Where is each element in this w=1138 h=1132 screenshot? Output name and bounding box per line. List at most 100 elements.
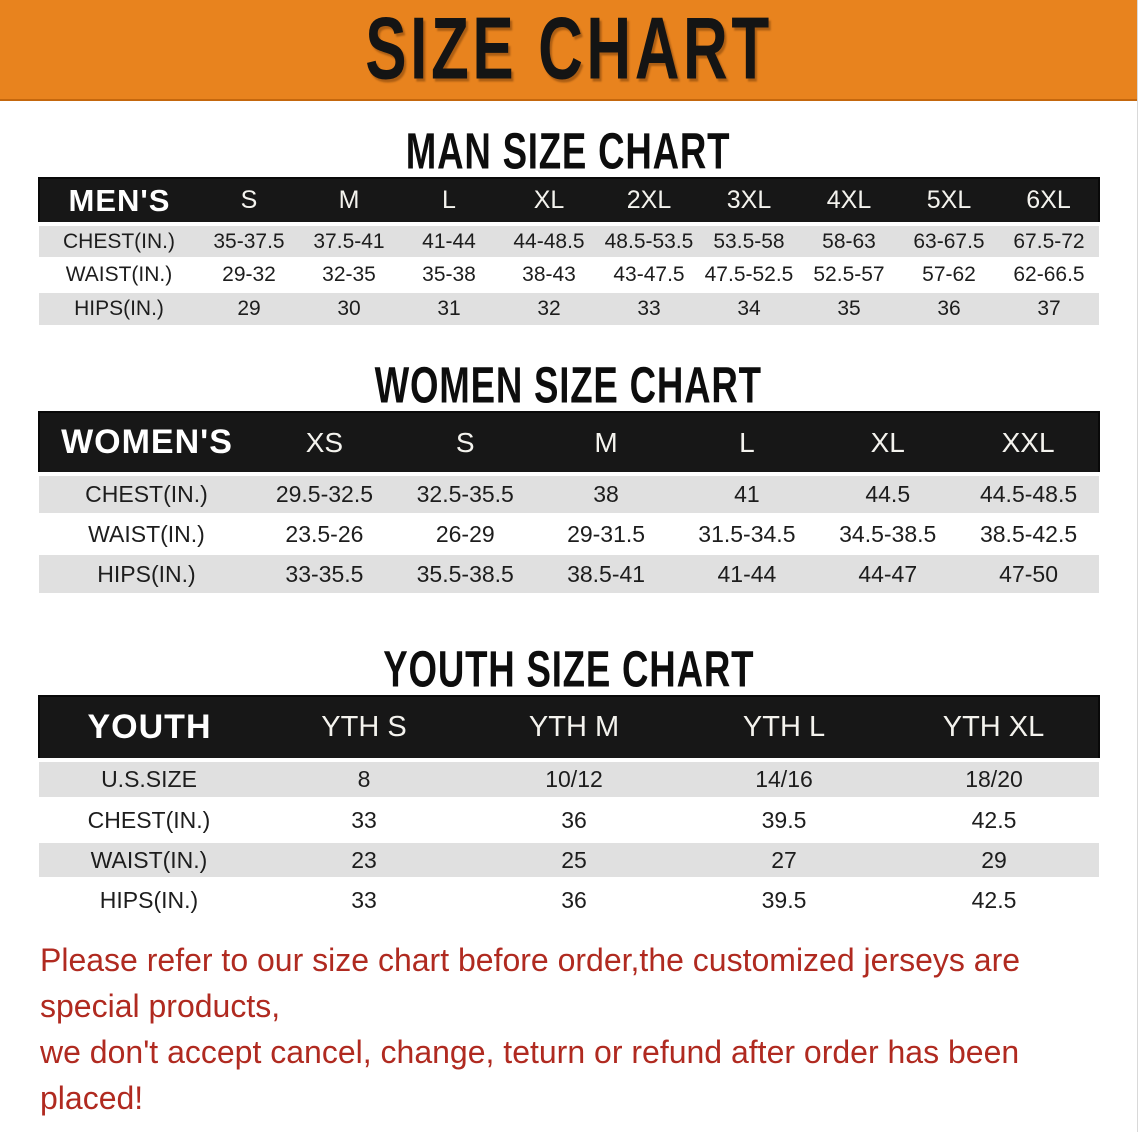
- banner: SIZE CHART: [0, 0, 1137, 101]
- size-value: 32.5-35.5: [416, 481, 514, 507]
- size-column-header: YTH M: [469, 696, 679, 760]
- size-column-header: YTH S: [259, 696, 469, 760]
- size-value: 26-29: [435, 520, 495, 547]
- size-value: 36: [561, 806, 587, 833]
- size-column-header: 5XL: [899, 178, 999, 224]
- table-header-row: WOMEN'S XS S M L XL XXL: [39, 412, 1099, 474]
- size-value: 34.5-38.5: [839, 520, 937, 547]
- banner-title: SIZE CHART: [364, 0, 773, 98]
- size-value: 32-35: [322, 263, 376, 286]
- size-column-header: XL: [499, 178, 599, 224]
- size-value: 62-66.5: [1013, 263, 1085, 286]
- table-row: WAIST(IN.) 29-32 32-35 35-38 38-43 43-47.5 47.…: [39, 258, 1099, 292]
- row-label: U.S.SIZE: [101, 766, 197, 792]
- size-value: 57-62: [922, 263, 976, 286]
- table-row: HIPS(IN.) 29 30 31 32 33 34 35 36 37: [39, 292, 1099, 326]
- size-value: 38: [593, 481, 619, 507]
- size-value: 41-44: [717, 560, 777, 587]
- size-value: 33-35.5: [285, 560, 364, 587]
- size-value: 8: [357, 766, 371, 792]
- row-label: WAIST(IN.): [90, 846, 208, 873]
- size-value: 33: [637, 297, 661, 320]
- size-value: 31.5-34.5: [698, 520, 796, 547]
- size-value: 43-47.5: [613, 263, 685, 286]
- row-label: WAIST(IN.): [88, 520, 205, 547]
- heading-youth-size-chart-text: YOUTH SIZE CHART: [383, 639, 754, 698]
- size-value: 31: [437, 297, 461, 320]
- row-label: WAIST(IN.): [65, 263, 173, 286]
- disclaimer-line-1: Please refer to our size chart before or…: [40, 942, 1021, 1024]
- size-column-header: YTH XL: [889, 696, 1099, 760]
- size-value: 29: [237, 297, 261, 320]
- size-value: 35-37.5: [213, 229, 285, 253]
- size-value: 32: [537, 297, 561, 320]
- table-category-header: WOMEN'S: [39, 412, 254, 474]
- row-label: HIPS(IN.): [97, 560, 196, 587]
- size-value: 41: [734, 481, 760, 507]
- size-column-header: YTH L: [679, 696, 889, 760]
- size-value: 35-38: [422, 263, 476, 286]
- size-value: 33: [351, 806, 377, 833]
- size-value: 23: [351, 846, 377, 873]
- size-column-header: XXL: [958, 412, 1099, 474]
- size-value: 14/16: [755, 766, 813, 792]
- row-label: HIPS(IN.): [99, 886, 199, 913]
- size-value: 36: [561, 886, 587, 913]
- size-value: 44-48.5: [513, 229, 585, 253]
- size-value: 63-67.5: [913, 229, 985, 253]
- disclaimer-line-2: we don't accept cancel, change, teturn o…: [40, 1034, 1020, 1116]
- table-row: HIPS(IN.) 33 36 39.5 42.5: [39, 880, 1099, 920]
- heading-women-size-chart-text: WOMEN SIZE CHART: [374, 355, 763, 414]
- table-row: U.S.SIZE 8 10/12 14/16 18/20: [39, 760, 1099, 800]
- size-value: 37.5-41: [313, 229, 385, 253]
- size-value: 36: [937, 297, 961, 320]
- size-value: 29: [981, 846, 1007, 873]
- heading-man-size-chart: MAN SIZE CHART: [0, 121, 1137, 180]
- disclaimer-text: Please refer to our size chart before or…: [40, 937, 1097, 1121]
- women-size-table: WOMEN'S XS S M L XL XXL CHEST(IN.) 29.5-32.5 32.5…: [38, 411, 1100, 595]
- size-value: 38-43: [522, 263, 576, 286]
- size-value: 35: [837, 297, 861, 320]
- size-value: 30: [337, 297, 361, 320]
- size-value: 44.5-48.5: [979, 481, 1078, 507]
- size-value: 35.5-38.5: [416, 560, 514, 587]
- row-label: CHEST(IN.): [85, 481, 208, 507]
- size-value: 52.5-57: [813, 263, 885, 286]
- size-value: 47.5-52.5: [704, 263, 794, 286]
- size-column-header: L: [399, 178, 499, 224]
- size-value: 38.5-42.5: [979, 520, 1078, 547]
- table-row: CHEST(IN.) 35-37.5 37.5-41 41-44 44-48.5 48.5…: [39, 224, 1099, 258]
- heading-youth-size-chart: YOUTH SIZE CHART: [0, 639, 1137, 698]
- table-row: CHEST(IN.) 33 36 39.5 42.5: [39, 800, 1099, 840]
- size-value: 44-47: [858, 560, 918, 587]
- table-row: WAIST(IN.) 23 25 27 29: [39, 840, 1099, 880]
- size-column-header: S: [394, 412, 536, 474]
- size-value: 25: [561, 846, 587, 873]
- size-value: 41-44: [422, 229, 476, 253]
- table-row: HIPS(IN.) 33-35.5 35.5-38.5 38.5-41 41-44 44-…: [39, 554, 1099, 594]
- men-size-table: MEN'S S M L XL 2XL 3XL 4XL 5XL 6XL CHEST(IN.) 35-37…: [38, 177, 1100, 327]
- size-value: 29-31.5: [567, 520, 646, 547]
- size-value: 33: [351, 886, 377, 913]
- size-column-header: 3XL: [699, 178, 799, 224]
- size-value: 23.5-26: [285, 520, 364, 547]
- size-column-header: M: [535, 412, 677, 474]
- table-row: CHEST(IN.) 29.5-32.5 32.5-35.5 38 41 44.5 44.5…: [39, 474, 1099, 514]
- youth-size-table: YOUTH YTH S YTH M YTH L YTH XL U.S.SIZE 8 10/12…: [38, 695, 1100, 923]
- size-column-header: S: [199, 178, 299, 224]
- size-column-header: XS: [254, 412, 395, 474]
- heading-women-size-chart: WOMEN SIZE CHART: [0, 355, 1137, 414]
- size-value: 47-50: [999, 560, 1058, 587]
- row-label: HIPS(IN.): [74, 297, 164, 320]
- size-value: 10/12: [545, 766, 603, 792]
- table-category-header: MEN'S: [39, 178, 199, 224]
- size-value: 18/20: [965, 766, 1023, 792]
- table-header-row: MEN'S S M L XL 2XL 3XL 4XL 5XL 6XL: [39, 178, 1099, 224]
- size-value: 53.5-58: [713, 229, 785, 253]
- table-row: WAIST(IN.) 23.5-26 26-29 29-31.5 31.5-34.5 34…: [39, 514, 1099, 554]
- heading-man-size-chart-text: MAN SIZE CHART: [406, 121, 731, 180]
- size-column-header: XL: [817, 412, 959, 474]
- size-column-header: 4XL: [799, 178, 899, 224]
- size-value: 34: [737, 297, 761, 320]
